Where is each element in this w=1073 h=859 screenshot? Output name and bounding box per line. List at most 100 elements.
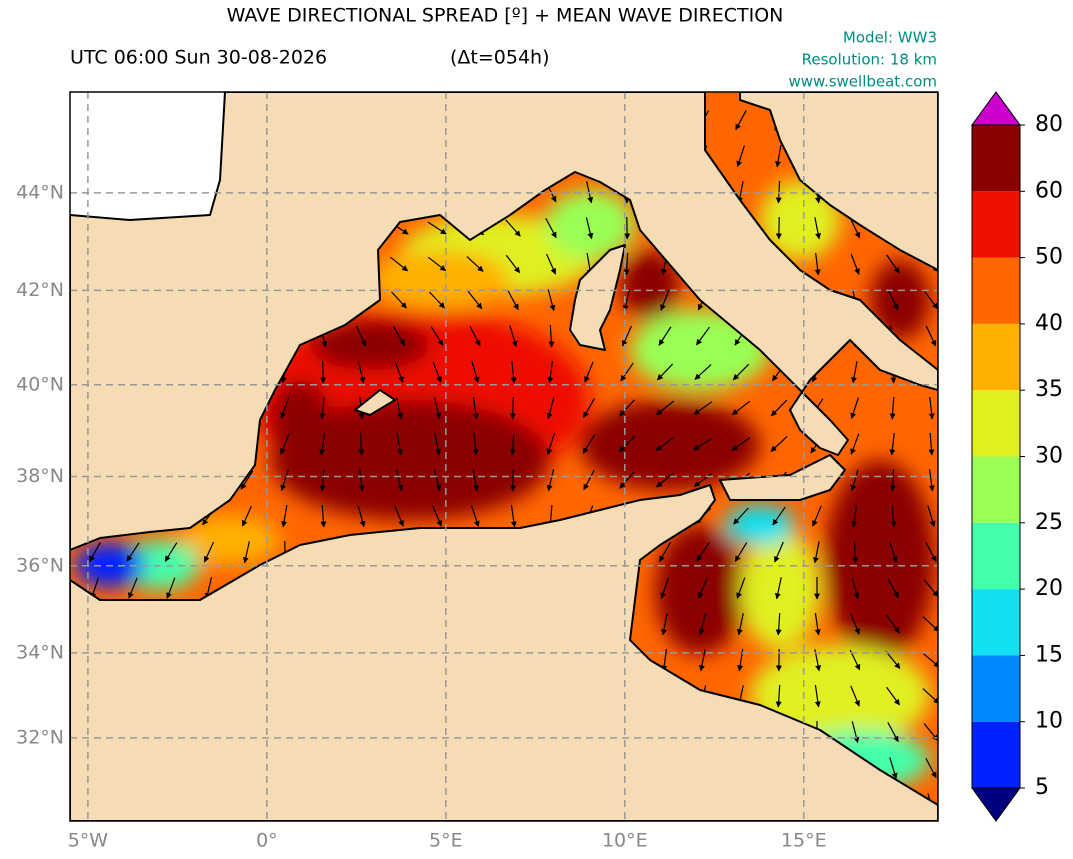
land-europe — [70, 92, 938, 551]
arrow — [319, 433, 326, 456]
arrow — [814, 217, 822, 240]
arrow — [619, 471, 635, 489]
axis-labels: 5°W 0° 5°E 10°E 15°E 32°N 34°N 36°N 38°N 40°N 42°N… — [16, 181, 827, 851]
arrow — [889, 433, 896, 456]
arrow — [357, 361, 366, 384]
arrow — [696, 542, 710, 562]
arrow — [281, 505, 288, 528]
arrow — [203, 541, 215, 563]
arrow — [394, 361, 404, 383]
y-tick-label: 44°N — [16, 181, 64, 203]
arrow — [164, 542, 178, 562]
colorbar-label: 40 — [1035, 311, 1063, 336]
arrow — [427, 256, 447, 272]
arrow — [770, 399, 788, 417]
arrow — [509, 325, 518, 348]
website: www.swellbeat.com — [789, 73, 937, 91]
arrow — [656, 363, 674, 381]
arrow — [584, 361, 594, 383]
arrow — [925, 542, 937, 563]
arrow — [775, 612, 782, 636]
land-balkans — [739, 92, 938, 271]
arrow — [472, 432, 479, 456]
arrow — [774, 577, 782, 600]
arrow — [887, 578, 899, 599]
arrow — [585, 217, 594, 240]
arrow — [392, 326, 406, 346]
arrow — [851, 361, 858, 384]
arrow — [736, 145, 745, 168]
arrow — [509, 396, 516, 420]
arrow — [395, 469, 404, 492]
arrow — [472, 397, 479, 420]
colorbar-band — [972, 589, 1020, 656]
arrow — [242, 541, 250, 564]
valid-time: UTC 06:00 Sun 30-08-2026 — [70, 47, 327, 69]
arrow — [850, 433, 860, 455]
arrow — [772, 506, 786, 526]
arrow — [394, 505, 404, 527]
colorbar-band — [972, 323, 1020, 391]
arrow — [547, 361, 554, 384]
arrow — [319, 468, 326, 492]
arrow — [622, 289, 630, 312]
arrow — [658, 542, 672, 563]
arrow — [128, 577, 138, 599]
arrow — [694, 364, 712, 380]
colorbar-label: 80 — [1035, 112, 1063, 137]
colorbar-band — [972, 456, 1020, 523]
arrow — [698, 613, 707, 636]
arrow — [582, 434, 596, 454]
spread-field — [75, 180, 935, 790]
map-area — [70, 92, 938, 821]
arrow — [850, 397, 859, 420]
arrow — [432, 361, 442, 383]
arrow — [320, 504, 327, 528]
arrow — [320, 360, 327, 384]
arrow — [814, 685, 821, 708]
colorbar-band — [972, 390, 1020, 457]
arrow — [732, 363, 750, 381]
arrow — [850, 469, 859, 492]
colorbar-label: 10 — [1035, 709, 1063, 734]
y-tick-label: 42°N — [16, 279, 64, 301]
arrow — [770, 436, 788, 452]
arrow — [126, 542, 140, 562]
arrow — [467, 291, 483, 310]
x-tick-label: 5°E — [429, 830, 463, 852]
arrow — [889, 396, 896, 420]
colorbar-over — [971, 91, 1021, 126]
arrow — [693, 472, 713, 488]
arrow — [851, 505, 858, 528]
arrow — [280, 433, 290, 455]
arrow — [731, 400, 751, 416]
arrow — [850, 253, 860, 275]
arrow — [427, 221, 447, 235]
arrow — [775, 684, 782, 708]
arrow — [546, 397, 555, 420]
arrow — [698, 649, 706, 672]
arrow — [655, 436, 675, 452]
arrow — [507, 290, 519, 311]
colorbar-label: 50 — [1035, 245, 1063, 270]
arrow — [509, 432, 516, 456]
arrow — [852, 540, 859, 564]
arrow — [889, 541, 898, 564]
arrow — [850, 685, 860, 707]
arrow — [693, 437, 713, 451]
arrow — [850, 613, 860, 635]
arrow — [240, 470, 254, 490]
arrow — [923, 579, 938, 597]
arrow — [851, 577, 860, 600]
arrow — [241, 505, 253, 527]
arrow — [619, 399, 635, 417]
colorbar-band — [972, 721, 1020, 788]
arrow — [693, 401, 713, 415]
arrow — [583, 470, 595, 491]
colorbar-label: 30 — [1035, 444, 1063, 469]
y-tick-label: 34°N — [16, 641, 64, 663]
arrow — [886, 254, 900, 274]
arrow — [432, 505, 442, 527]
arrow — [658, 326, 672, 346]
